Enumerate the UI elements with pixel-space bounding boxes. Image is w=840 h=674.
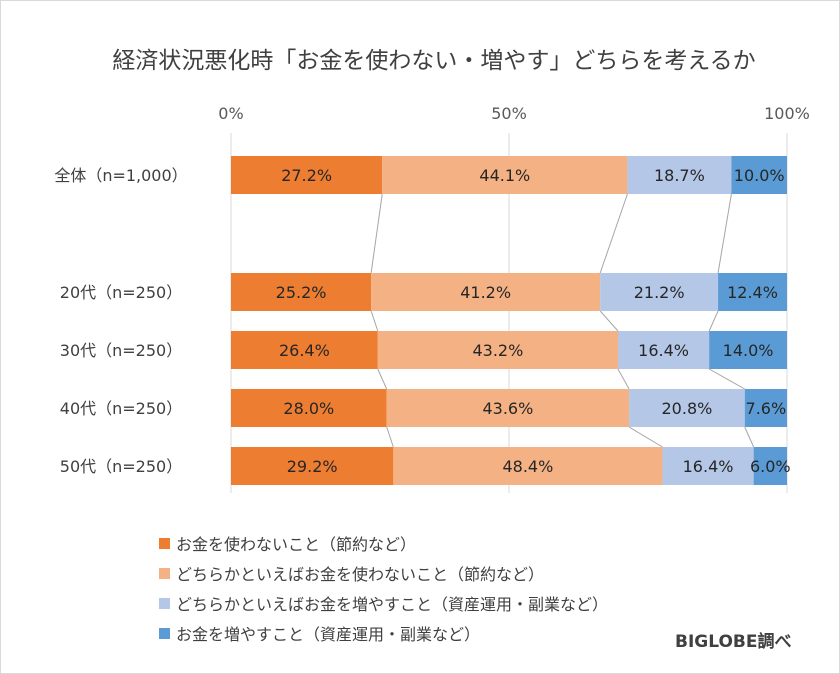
series-connector-line (386, 426, 394, 448)
bar-segment (371, 273, 601, 311)
bar-segment (231, 156, 383, 194)
bar-segment (382, 156, 628, 194)
data-label: 43.2% (472, 341, 523, 360)
data-label: 26.4% (279, 341, 330, 360)
series-connector-line (599, 193, 628, 274)
data-label: 27.2% (281, 166, 332, 185)
data-label: 10.0% (734, 166, 785, 185)
bar-segment (744, 389, 787, 427)
data-label: 43.6% (482, 399, 533, 418)
chart-title: 経済状況悪化時「お金を使わない・増やす」どちらを考えるか (112, 48, 756, 74)
data-label: 14.0% (723, 341, 774, 360)
data-label: 29.2% (287, 457, 338, 476)
series-connector-line (370, 310, 379, 332)
bar-segment (627, 156, 732, 194)
series-connector-line (370, 193, 383, 274)
bar-segment (231, 273, 372, 311)
legend-swatch (159, 567, 170, 579)
category-label: 40代（n=250） (60, 399, 182, 418)
bar-segment (718, 273, 787, 311)
legend-label: どちらかといえばお金を使わないこと（節約など） (176, 565, 545, 584)
data-label: 41.2% (460, 283, 511, 302)
series-connector-line (708, 310, 719, 332)
data-label: 48.4% (502, 457, 553, 476)
series-connector-line (377, 368, 388, 390)
legend-item: お金を使わないこと（節約など） (159, 528, 608, 558)
series-connector-line (717, 193, 732, 274)
legend-label: どちらかといえばお金を増やすこと（資産運用・副業など） (176, 595, 609, 614)
source-note: BIGLOBE調べ (675, 632, 792, 652)
legend-item: どちらかといえばお金を使わないこと（節約など） (159, 558, 608, 588)
data-label: 20.8% (662, 399, 713, 418)
bar-segment (377, 331, 618, 369)
data-label: 21.2% (634, 283, 685, 302)
legend-label: お金を使わないこと（節約など） (176, 535, 417, 554)
legend-label: お金を増やすこと（資産運用・副業など） (176, 625, 481, 644)
x-tick-label: 50% (491, 104, 527, 123)
bar-segment (662, 447, 754, 485)
bar-segment (600, 273, 719, 311)
bar-segment (386, 389, 630, 427)
legend: お金を使わないこと（節約など） どちらかといえばお金を使わないこと（節約など） … (159, 528, 608, 648)
bar-segment (231, 389, 387, 427)
data-label: 44.1% (479, 166, 530, 185)
bar-segment (629, 389, 745, 427)
series-connector-line (744, 426, 755, 448)
bar-segment (231, 331, 378, 369)
bar-segment (709, 331, 787, 369)
data-label: 12.4% (727, 283, 778, 302)
series-connector-line (708, 368, 745, 390)
legend-item: どちらかといえばお金を増やすこと（資産運用・副業など） (159, 588, 608, 618)
category-label: 全体（n=1,000） (54, 166, 187, 185)
series-connector-line (599, 310, 619, 332)
data-label: 6.0% (750, 457, 791, 476)
data-label: 16.4% (683, 457, 734, 476)
data-label: 7.6% (746, 399, 787, 418)
legend-swatch (159, 627, 170, 639)
legend-item: お金を増やすこと（資産運用・副業など） (159, 618, 608, 648)
bar-segment (753, 447, 787, 485)
data-label: 28.0% (283, 399, 334, 418)
category-label: 50代（n=250） (60, 457, 182, 476)
bar-segment (731, 156, 787, 194)
legend-swatch (159, 537, 170, 549)
bar-segment (393, 447, 663, 485)
bar-segment (617, 331, 710, 369)
category-label: 20代（n=250） (60, 283, 182, 302)
data-label: 16.4% (638, 341, 689, 360)
bar-segment (231, 447, 394, 485)
series-connector-line (617, 368, 630, 390)
series-connector-line (628, 426, 663, 448)
category-label: 30代（n=250） (60, 341, 182, 360)
legend-swatch (159, 597, 170, 609)
data-label: 25.2% (276, 283, 327, 302)
data-label: 18.7% (654, 166, 705, 185)
x-tick-label: 100% (764, 104, 810, 123)
x-tick-label: 0% (218, 104, 243, 123)
